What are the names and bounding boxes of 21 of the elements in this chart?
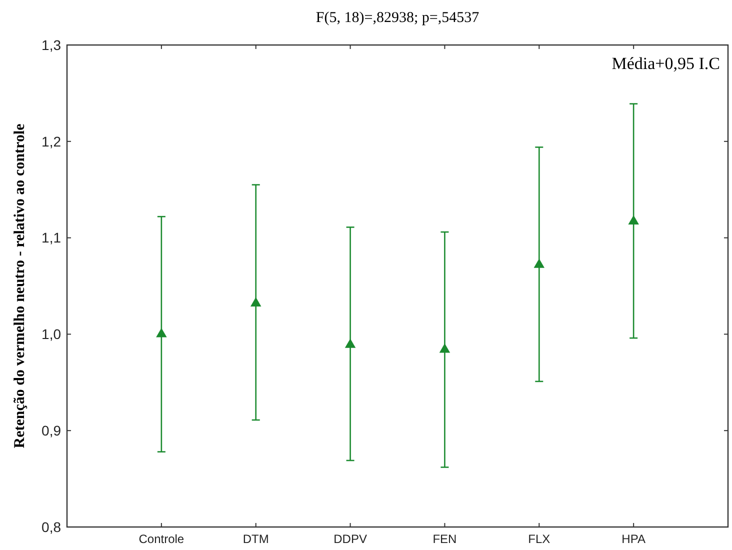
x-tick-label: Controle	[138, 532, 184, 546]
chart-title: F(5, 18)=,82938; p=,54537	[316, 10, 480, 26]
y-tick-label: 1,2	[42, 133, 62, 150]
annotation: Média+0,95 I.C	[612, 54, 720, 73]
point	[156, 328, 167, 338]
x-tick-label: DTM	[242, 532, 269, 546]
y-tick-label: 1,1	[42, 230, 62, 246]
point	[628, 215, 639, 225]
y-tick-label: 0,8	[42, 518, 62, 535]
point	[344, 338, 356, 348]
y-tick-label: 1,0	[42, 326, 62, 342]
y-tick-label: 0,9	[42, 422, 62, 438]
point	[250, 297, 262, 306]
x-tick-label: DDPV	[334, 532, 367, 546]
x-tick-label: FLX	[528, 532, 550, 546]
point	[534, 258, 545, 268]
x-tick-label: FEN	[432, 532, 457, 546]
x-tick-label: HPA	[622, 532, 646, 546]
y-axis-title: Retenção do vermelho neutro - relativo ao controle	[12, 123, 28, 448]
y-tick-label: 1,3	[42, 36, 62, 53]
point	[439, 343, 450, 353]
